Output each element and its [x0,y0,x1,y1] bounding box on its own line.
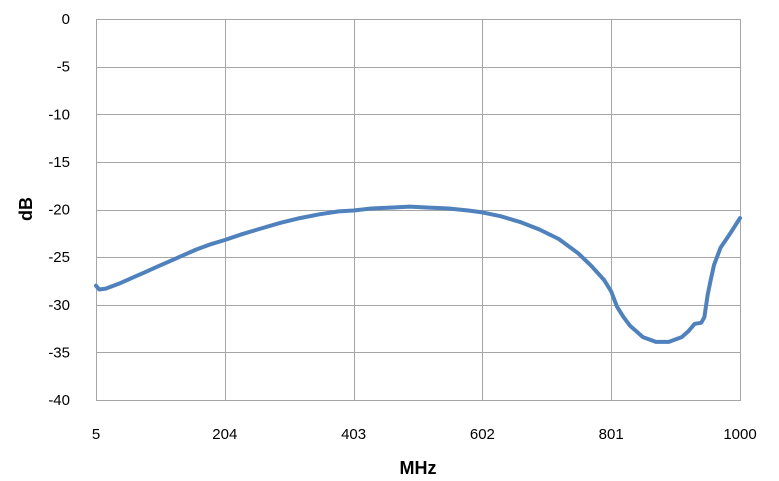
y-tick-label: -30 [48,297,70,314]
y-tick-label: -20 [48,202,70,219]
y-tick-label: -10 [48,106,70,123]
plot-border [96,19,741,401]
y-tick-labels: 0 -5 -10 -15 -20 -25 -30 -35 -40 [48,11,70,409]
y-tick-label: -40 [48,392,70,409]
x-tick-label: 602 [470,426,495,443]
y-tick-label: -25 [48,249,70,266]
x-tick-label: 5 [92,426,100,443]
x-tick-label: 801 [599,426,624,443]
series-layer [94,204,742,344]
y-tick-label: -35 [48,344,70,361]
x-tick-label: 204 [212,426,237,443]
y-tick-label: 0 [62,11,70,28]
series-line [94,204,742,344]
x-tick-label: 1000 [723,426,756,443]
plot-area [96,19,741,401]
grid [96,19,741,401]
x-tick-label: 403 [341,426,366,443]
x-tick-labels: 5 204 403 602 801 1000 [92,426,757,443]
x-axis-title: MHz [400,458,437,478]
y-tick-label: -5 [57,59,70,76]
y-axis-title: dB [16,197,36,221]
y-tick-label: -15 [48,154,70,171]
